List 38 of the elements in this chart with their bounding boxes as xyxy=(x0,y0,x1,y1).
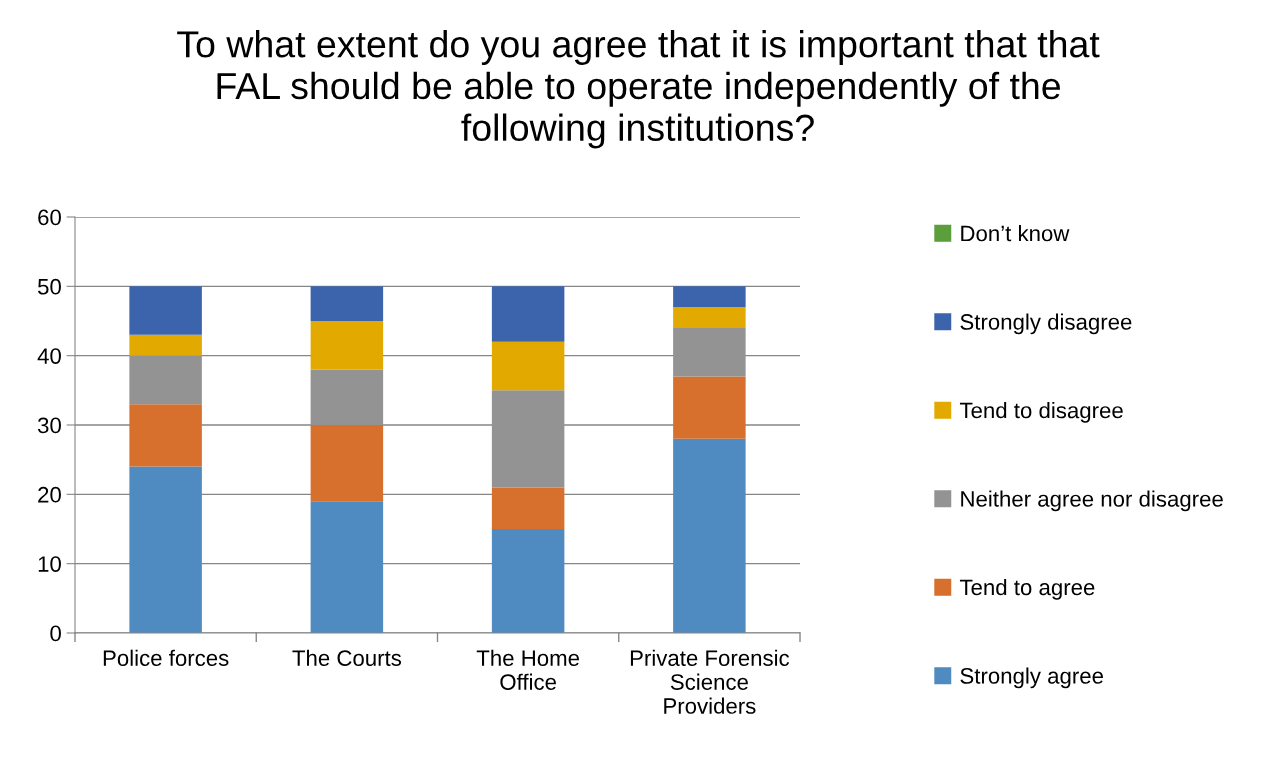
y-tick-label: 10 xyxy=(38,556,61,572)
legend-label: Tend to disagree xyxy=(959,401,1123,423)
y-tick-label: 20 xyxy=(38,486,61,503)
legend-label: Strongly agree xyxy=(960,667,1103,689)
bar xyxy=(491,529,565,633)
legend-label: Strongly disagree xyxy=(960,313,1132,335)
bar xyxy=(673,438,746,633)
bar xyxy=(310,286,384,321)
x-tick-label: Police forces xyxy=(103,649,229,666)
y-tick-label: 60 xyxy=(38,209,61,226)
bar xyxy=(310,501,384,633)
bar xyxy=(673,286,746,308)
y-tick-label: 30 xyxy=(37,417,61,434)
bar xyxy=(310,321,384,370)
y-tick-label: 40 xyxy=(37,348,61,364)
bar xyxy=(673,376,746,439)
x-tick-label: The Home Office xyxy=(476,649,580,690)
bar xyxy=(491,390,565,488)
chart-title: To what extent do you agree that it is important that that FAL should be able to operate independently of the following institutions? xyxy=(177,30,1100,149)
legend-label: Don’t know xyxy=(961,225,1070,242)
bar xyxy=(491,487,565,529)
x-tick-label: Private Forensic Science Providers xyxy=(630,649,790,714)
bar xyxy=(129,466,202,633)
bar xyxy=(129,334,202,356)
y-tick-label: 50 xyxy=(37,278,61,295)
bar xyxy=(129,286,202,335)
bar xyxy=(129,404,202,467)
legend-label: Tend to agree xyxy=(959,578,1095,600)
bar xyxy=(310,369,384,425)
bar xyxy=(491,286,565,342)
bar xyxy=(673,307,746,328)
x-tick-label: The Courts xyxy=(292,649,402,666)
legend-label: Neither agree nor disagree xyxy=(961,490,1223,512)
bar xyxy=(129,355,202,405)
y-tick-label: 0 xyxy=(50,625,61,642)
bar xyxy=(491,341,565,391)
bar xyxy=(673,327,746,377)
bar xyxy=(310,425,384,502)
